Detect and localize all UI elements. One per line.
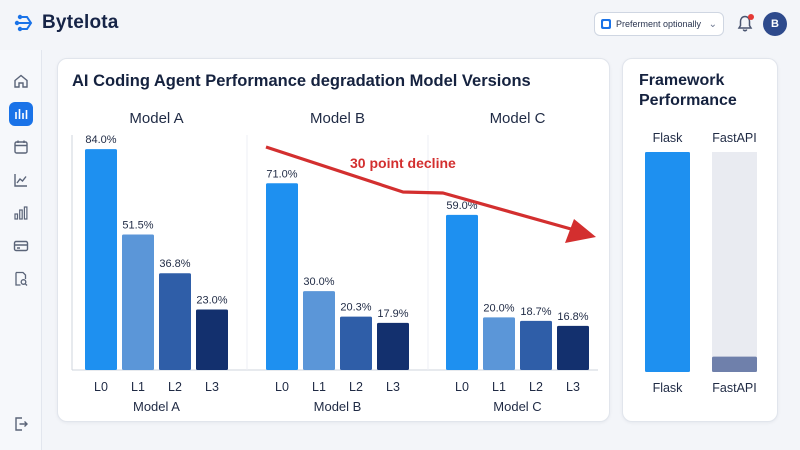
bar-value-label: 30.0% — [303, 276, 334, 288]
x-tick-label: L3 — [205, 380, 219, 394]
x-tick-label: L1 — [312, 380, 326, 394]
bar-3-l0 — [446, 214, 478, 370]
bar-1-l0 — [85, 149, 117, 370]
decline-annotation: 30 point decline — [350, 155, 456, 171]
sidebar — [0, 50, 42, 450]
line-chart-icon — [14, 174, 27, 187]
group-axis-label-1: Model A — [133, 399, 180, 414]
bar-fastapi — [712, 356, 757, 372]
group-title-2: Model B — [310, 110, 365, 127]
bar-2-l2 — [340, 316, 372, 370]
x-tick-label: L2 — [529, 380, 543, 394]
framework-title: Framework Performance — [639, 72, 737, 109]
bar-value-label: 18.7% — [520, 306, 551, 318]
column-chart-icon — [14, 206, 28, 220]
card-icon — [13, 240, 29, 252]
avatar[interactable]: B — [763, 12, 787, 36]
sidebar-item-search-reports[interactable] — [9, 267, 33, 291]
bar-1-l1 — [122, 234, 154, 370]
bar-value-label: 16.8% — [557, 311, 588, 323]
bar-2-l0 — [266, 183, 298, 370]
x-tick-label: L3 — [566, 380, 580, 394]
chart-title: AI Coding Agent Performance degradation … — [72, 72, 531, 90]
preference-label: Preferment optionally — [616, 19, 702, 29]
x-tick-label: L1 — [492, 380, 506, 394]
bell-icon[interactable] — [737, 15, 753, 33]
chevron-down-icon: ⌄ — [708, 18, 717, 30]
bar-value-label: 20.0% — [483, 302, 514, 314]
bar-3-l1 — [483, 317, 515, 370]
decline-arrow-line — [265, 145, 572, 231]
performance-bar-chart: Model A Model A 84.0% L0 51.5% L1 36.8% L2 23.0%… — [71, 110, 598, 414]
bar-value-label: 51.5% — [122, 220, 153, 232]
framework-bar-chart: Flask Flask FastAPI FastAPI — [645, 131, 757, 395]
bar-value-label: 71.0% — [266, 168, 297, 180]
bar-3-l2 — [520, 320, 552, 370]
bar-chart-icon — [15, 109, 28, 119]
sidebar-item-billing[interactable] — [9, 234, 33, 258]
bar-track-fastapi — [712, 152, 757, 372]
preference-icon — [601, 19, 611, 29]
notification-badge — [748, 14, 754, 20]
bar-value-label: 17.9% — [377, 308, 408, 320]
group-title-1: Model A — [129, 110, 183, 127]
framework-head-flask: Flask — [653, 131, 684, 145]
framework-head-fastapi: FastAPI — [712, 131, 756, 145]
bar-2-l3 — [377, 322, 409, 370]
x-tick-label: L2 — [168, 380, 182, 394]
sidebar-item-trends[interactable] — [9, 168, 33, 192]
calendar-icon — [14, 140, 28, 154]
bar-1-l2 — [159, 273, 191, 370]
sidebar-item-reports[interactable] — [9, 201, 33, 225]
bar-value-label: 84.0% — [85, 134, 116, 146]
bar-value-label: 23.0% — [196, 295, 227, 307]
home-icon — [14, 74, 28, 88]
decline-arrow-head — [565, 219, 596, 243]
framework-axis-label-flask: Flask — [653, 381, 684, 395]
group-axis-label-2: Model B — [314, 399, 362, 414]
x-tick-label: L0 — [94, 380, 108, 394]
group-axis-label-3: Model C — [493, 399, 541, 414]
report-search-icon — [15, 271, 28, 286]
preference-dropdown[interactable]: Preferment optionally ⌄ — [594, 12, 724, 36]
bar-1-l3 — [196, 309, 228, 370]
bar-value-label: 36.8% — [159, 258, 190, 270]
top-bar: Bytelota Preferment optionally ⌄ B — [0, 0, 800, 50]
framework-chart-card: Framework Performance Flask Flask FastAPI F… — [622, 58, 778, 422]
x-tick-label: L0 — [275, 380, 289, 394]
sidebar-item-home[interactable] — [9, 69, 33, 93]
bar-value-label: 59.0% — [446, 200, 477, 212]
performance-chart-card: AI Coding Agent Performance degradation … — [57, 58, 610, 422]
brand-name: Bytelota — [42, 12, 119, 33]
logout-button[interactable] — [9, 412, 33, 436]
bar-2-l1 — [303, 291, 335, 370]
x-tick-label: L2 — [349, 380, 363, 394]
framework-axis-label-fastapi: FastAPI — [712, 381, 756, 395]
x-tick-label: L0 — [455, 380, 469, 394]
x-tick-label: L1 — [131, 380, 145, 394]
bar-3-l3 — [557, 325, 589, 370]
brand-logo-icon — [14, 14, 33, 32]
logout-icon — [15, 417, 28, 431]
group-title-3: Model C — [490, 110, 546, 127]
bar-value-label: 20.3% — [340, 302, 371, 314]
sidebar-item-analytics[interactable] — [9, 102, 33, 126]
bar-flask — [645, 152, 690, 372]
sidebar-item-calendar[interactable] — [9, 135, 33, 159]
brand[interactable]: Bytelota — [12, 11, 119, 35]
x-tick-label: L3 — [386, 380, 400, 394]
